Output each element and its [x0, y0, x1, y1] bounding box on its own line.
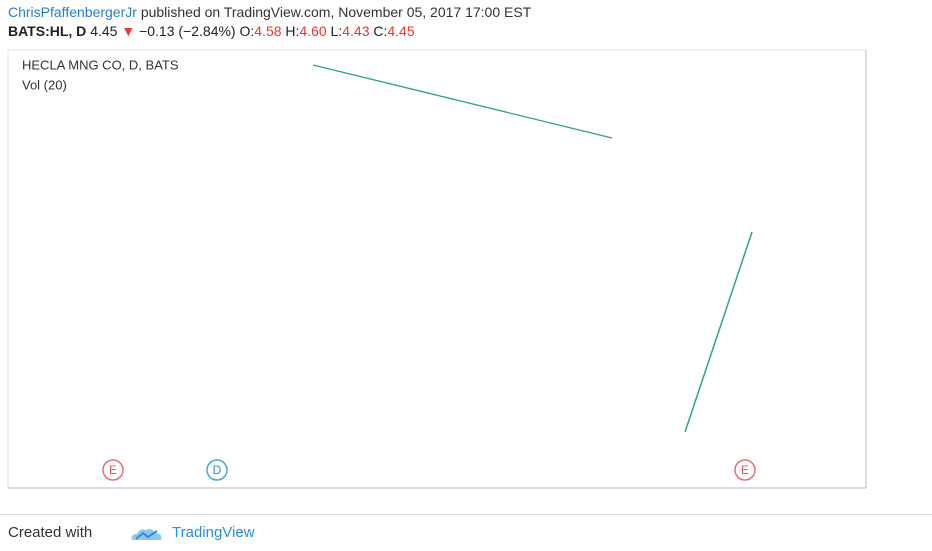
- o-label: O:: [239, 23, 255, 39]
- o: 4.58: [254, 23, 282, 39]
- event-label: E: [109, 463, 117, 477]
- header-line: ChrisPfaffenbergerJr published on Tradin…: [8, 4, 531, 20]
- change: −0.13 (−2.84%): [139, 23, 236, 39]
- event-circle[interactable]: [102, 459, 124, 481]
- h-label: H:: [285, 23, 300, 39]
- published: published on TradingView.com, November 0…: [140, 4, 532, 20]
- logo: [131, 529, 162, 540]
- event-marker[interactable]: E: [102, 459, 124, 481]
- c-label: C:: [373, 23, 388, 39]
- c: 4.45: [387, 23, 415, 39]
- author[interactable]: ChrisPfaffenbergerJr: [8, 4, 137, 20]
- trend-line[interactable]: [312, 64, 613, 139]
- h: 4.60: [299, 23, 327, 39]
- chart: HECLA MNG CO, D, BATS Vol (20) E D E: [7, 49, 867, 489]
- last: 4.45: [90, 23, 118, 39]
- event-marker[interactable]: D: [206, 459, 228, 481]
- header-quote: BATS:HL, D 4.45 ▼ −0.13 (−2.84%) O:4.58 …: [8, 23, 415, 39]
- event-circle[interactable]: [734, 459, 756, 481]
- arrow: ▼: [121, 23, 136, 39]
- trend-line[interactable]: [684, 231, 753, 433]
- event-label: D: [213, 463, 222, 477]
- event-circle[interactable]: [206, 459, 228, 481]
- brand[interactable]: TradingView: [172, 524, 255, 541]
- event-label: E: [741, 463, 749, 477]
- footer: Created with TradingView: [0, 514, 932, 551]
- volume-legend: Vol (20): [22, 77, 67, 92]
- legend-title: HECLA MNG CO, D, BATS: [22, 57, 179, 72]
- l-label: L:: [330, 23, 343, 39]
- created-with: Created with: [8, 524, 93, 541]
- l: 4.43: [342, 23, 370, 39]
- event-marker[interactable]: E: [734, 459, 756, 481]
- plot-frame: [7, 49, 867, 489]
- logo-line: [135, 530, 158, 540]
- symbol: BATS:HL, D: [8, 23, 87, 39]
